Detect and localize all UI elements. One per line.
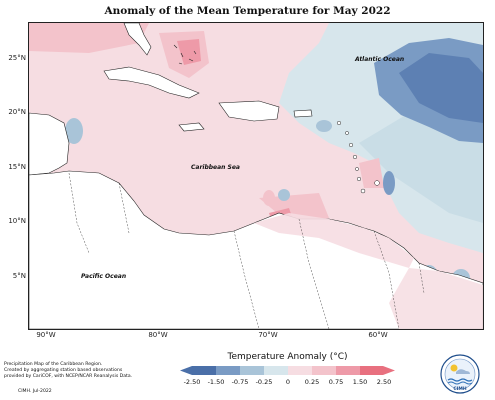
source-footnote: Precipitation Map of the Caribbean Regio… — [4, 362, 144, 380]
legend-tick-5: 0 — [285, 378, 291, 386]
bahamas-islands — [173, 44, 197, 65]
footnote-line-3: provided by CariCOF, with NCEP/NCAR Rean… — [4, 374, 133, 379]
legend-swatch-6 — [312, 366, 336, 375]
footnote-credit: CIMH. Jul-2022 — [18, 389, 52, 394]
footnote-line-1: Precipitation Map of the Caribbean Regio… — [4, 362, 103, 367]
legend-tick-8: 1.50 — [352, 378, 368, 386]
map-title: Anomaly of the Mean Temperature for May … — [104, 5, 391, 17]
legend-swatch-8 — [360, 366, 383, 375]
lesser-antilles — [336, 120, 380, 194]
legend-tick-4: -0.25 — [255, 378, 273, 386]
hispaniola-land — [218, 100, 280, 122]
jamaica-land — [178, 122, 205, 132]
legend-swatch-1 — [192, 366, 216, 375]
anomaly-map: Atlantic Ocean Caribbean Sea Pacific Oce… — [28, 22, 484, 330]
legend-colorbar — [180, 366, 395, 375]
lon-tick-80w: 80°W — [148, 331, 168, 339]
bahamas-warm-anomaly — [177, 39, 201, 65]
legend-arrow-right — [383, 366, 395, 375]
logo-text: CIMH — [453, 386, 466, 392]
legend-arrow-left — [180, 366, 192, 375]
lon-tick-70w: 70°W — [258, 331, 278, 339]
florida-land — [123, 23, 152, 56]
legend-swatch-7 — [336, 366, 360, 375]
lat-tick-5n: 5°N — [12, 272, 26, 280]
anomaly-field — [29, 23, 483, 329]
lon-tick-60w: 60°W — [368, 331, 388, 339]
lat-tick-20n: 20°N — [8, 108, 26, 116]
lon-tick-90w: 90°W — [36, 331, 56, 339]
atlantic-ocean-label: Atlantic Ocean — [355, 56, 405, 63]
cuba-land — [103, 66, 200, 99]
legend-tick-3: -0.75 — [231, 378, 249, 386]
puerto-rico-land — [293, 109, 313, 118]
legend-tick-1: -2.50 — [183, 378, 201, 386]
legend-tick-6: 0.25 — [304, 378, 320, 386]
legend-title: Temperature Anomaly (°C) — [227, 352, 348, 362]
pacific-ocean-label: Pacific Ocean — [81, 273, 127, 280]
legend-tick-7: 0.75 — [328, 378, 344, 386]
legend-tick-2: -1.50 — [207, 378, 225, 386]
legend-swatch-3 — [240, 366, 264, 375]
cloud-icon — [456, 369, 470, 374]
legend-tick-9: 2.50 — [376, 378, 392, 386]
lat-tick-25n: 25°N — [8, 54, 26, 62]
country-borders — [68, 172, 425, 329]
yucatan-land — [29, 112, 70, 176]
caribbean-sea-label: Caribbean Sea — [191, 164, 240, 171]
legend-swatch-5 — [288, 366, 312, 375]
wave-icon — [447, 378, 473, 382]
legend-swatch-2 — [216, 366, 240, 375]
legend-swatch-4 — [264, 366, 288, 375]
cimh-logo: CIMH — [440, 354, 480, 394]
lat-tick-10n: 10°N — [8, 217, 26, 225]
sun-icon — [450, 364, 458, 372]
lat-tick-15n: 15°N — [8, 163, 26, 171]
footnote-line-2: Created by aggregating station based obs… — [4, 368, 123, 373]
